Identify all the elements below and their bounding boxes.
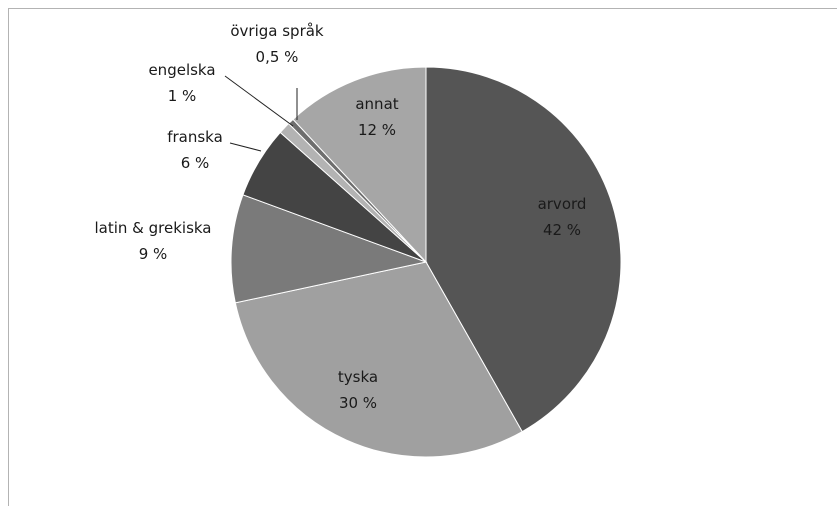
- leader-line-engelska: [224, 75, 294, 127]
- pie-slices: [230, 66, 622, 458]
- pie-slice-latin-and-grekiska: [230, 194, 428, 304]
- leader-lines: [224, 75, 298, 152]
- pie-slice-tyska: [234, 261, 523, 458]
- leader-line-franska: [229, 142, 262, 152]
- slice-value-arvord: 42 %: [543, 221, 581, 239]
- slice-label-arvord: arvord: [538, 195, 587, 213]
- slice-value-ovriga-sprak: 0,5 %: [256, 48, 299, 66]
- slice-label-engelska: engelska: [148, 61, 215, 79]
- slice-label-ovriga-sprak: övriga språk: [230, 22, 324, 40]
- slice-label-tyska: tyska: [338, 368, 378, 386]
- slice-label-annat: annat: [355, 95, 398, 113]
- slice-value-engelska: 1 %: [168, 87, 197, 105]
- pie-slice-annat: [292, 66, 427, 264]
- slice-value-franska: 6 %: [181, 154, 210, 172]
- slice-label-franska: franska: [167, 128, 223, 146]
- slice-labels: arvord 42 % tyska 30 % latin & grekiska 9 % fr…: [94, 22, 586, 412]
- slice-value-tyska: 30 %: [339, 394, 377, 412]
- slice-value-annat: 12 %: [358, 121, 396, 139]
- pie-slice-arvord: [425, 66, 622, 433]
- slice-label-latin-and-grekiska: latin & grekiska: [94, 219, 211, 237]
- slice-value-latin-and-grekiska: 9 %: [139, 245, 168, 263]
